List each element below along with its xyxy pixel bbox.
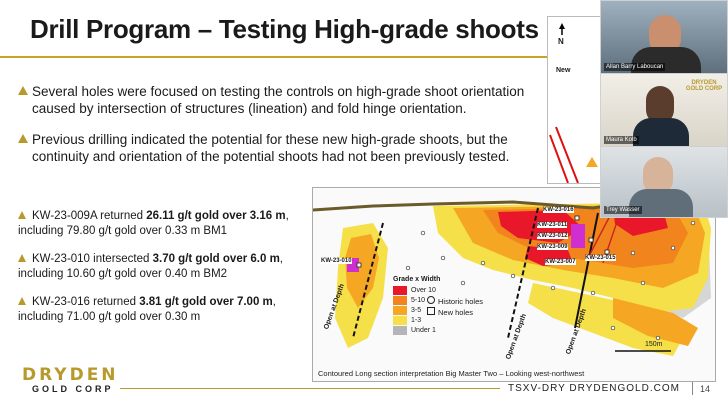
legend-label: Under 1 — [411, 326, 436, 334]
hole-label: KW-23-011 — [537, 222, 568, 228]
north-arrow-head-icon — [559, 23, 565, 29]
inset-north-label: N — [558, 37, 564, 46]
bullet-triangle-icon — [18, 134, 28, 143]
legend-swatch — [393, 325, 407, 335]
inset-map-graphic — [549, 23, 598, 184]
result-3-pre: KW-23-016 returned — [32, 296, 140, 308]
legend-swatch — [393, 295, 407, 305]
new-holes-legend: New holes — [427, 307, 483, 318]
bullet-triangle-icon — [18, 297, 26, 305]
legend-title: Grade x Width — [393, 276, 441, 283]
footer-ticker-url: TSXV-DRY DRYDENGOLD.COM — [508, 383, 680, 394]
page-number: 14 — [700, 384, 711, 394]
result-3-post: , — [272, 296, 276, 308]
video-tile-2[interactable]: DRYDEN GOLD CORP Maura Kolb — [600, 73, 728, 148]
hole-label: KW-23-007 — [545, 259, 576, 265]
participant-avatar — [643, 157, 673, 195]
participant-name: Trey Wasser — [604, 206, 642, 214]
company-logo: DRYDEN GOLD CORP — [22, 365, 119, 394]
new-hole-markers — [356, 215, 610, 268]
long-section-map: Grade x Width Over 10 5-10 3-5 1-3 Under… — [312, 187, 716, 382]
legend-label: Over 10 — [411, 286, 436, 294]
inset-trend-line — [555, 126, 579, 184]
inset-marker-icon — [586, 157, 598, 167]
bullet-2: Previous drilling indicated the potentia… — [18, 131, 548, 165]
participant-logo: DRYDEN GOLD CORP — [685, 80, 723, 92]
result-2-post: , — [279, 253, 283, 265]
historic-hole-markers — [400, 220, 696, 341]
result-2-bold: 3.70 g/t gold over 6.0 m — [152, 253, 280, 265]
result-1-line2: including 79.80 g/t gold over 0.33 m BM1 — [18, 225, 228, 237]
circle-icon — [427, 296, 435, 304]
legend-item: 5-10 — [393, 295, 513, 305]
legend-swatch — [393, 315, 407, 325]
depth-arrow-right — [574, 212, 599, 329]
legend-item: 3-5 — [393, 305, 513, 315]
result-2-line2: including 10.60 g/t gold over 0.40 m BM2 — [18, 268, 228, 280]
long-section-graphic — [312, 198, 714, 356]
legend-label: 1-3 — [411, 316, 422, 324]
historic-holes-label: Historic holes — [438, 297, 484, 306]
legend-item: Over 10 — [393, 285, 513, 295]
zone-3-5-left — [345, 234, 379, 308]
inset-new-label: New — [556, 67, 571, 74]
symbol-legend: Historic holes New holes — [427, 296, 483, 318]
hole-label: KW-23-015 — [585, 255, 616, 261]
drill-trace — [587, 209, 614, 259]
participant-name: Maura Kolb — [604, 136, 639, 144]
hole-label: KW-23-009 — [537, 244, 568, 250]
map-caption: Contoured Long section interpretation Bi… — [318, 369, 585, 378]
video-tile-3[interactable]: Trey Wasser — [600, 146, 728, 218]
bullet-triangle-icon — [18, 254, 26, 262]
result-1: KW-23-009A returned 26.11 g/t gold over … — [18, 209, 318, 224]
zone-magenta-right — [571, 224, 585, 248]
legend-swatch — [393, 285, 407, 295]
hole-label: KW-23-016 — [543, 207, 574, 213]
page-separator — [692, 382, 693, 395]
bullet-1: Several holes were focused on testing th… — [18, 83, 548, 117]
legend-swatch — [393, 305, 407, 315]
bullet-triangle-icon — [18, 211, 26, 219]
square-icon — [427, 307, 435, 315]
historic-holes-legend: Historic holes — [427, 296, 483, 307]
result-1-bold: 26.11 g/t gold over 3.16 m — [146, 210, 286, 222]
result-3-line2: including 71.00 g/t gold over 0.30 m — [18, 311, 201, 323]
inset-trend-line — [549, 134, 569, 184]
bullet-2-text: Previous drilling indicated the potentia… — [32, 132, 510, 164]
result-2: KW-23-010 intersected 3.70 g/t gold over… — [18, 252, 318, 267]
depth-arrow-mid — [507, 207, 539, 339]
slide-title: Drill Program – Testing High-grade shoot… — [30, 14, 539, 44]
result-1-post: , — [285, 210, 289, 222]
zone-1-3-lower — [528, 283, 683, 356]
participant-avatar — [646, 86, 674, 124]
participant-body — [633, 118, 689, 147]
bullet-1-text: Several holes were focused on testing th… — [32, 84, 525, 116]
result-1-pre: KW-23-009A returned — [32, 210, 147, 222]
result-3-bold: 3.81 g/t gold over 7.00 m — [139, 296, 273, 308]
legend-item: 1-3 — [393, 315, 513, 325]
new-holes-label: New holes — [438, 308, 474, 317]
result-3: KW-23-016 returned 3.81 g/t gold over 7.… — [18, 295, 318, 310]
legend-label: 5-10 — [411, 296, 426, 304]
scale-label: 150m — [645, 341, 663, 348]
inset-map: N New — [547, 16, 605, 184]
legend-label: 3-5 — [411, 306, 422, 314]
legend-item: Under 1 — [393, 325, 513, 335]
logo-wordmark: DRYDEN — [22, 365, 119, 385]
hole-label: KW-23-012 — [537, 233, 568, 239]
depth-arrow-left — [352, 222, 384, 339]
video-tile-1[interactable]: Allan Barry Laboucan — [600, 0, 728, 75]
participant-name: Allan Barry Laboucan — [604, 63, 666, 71]
zone-3-5-lower — [613, 298, 698, 346]
grade-legend: Grade x Width Over 10 5-10 3-5 1-3 Under… — [393, 276, 513, 335]
title-divider — [0, 56, 548, 58]
result-2-pre: KW-23-010 intersected — [32, 253, 153, 265]
logo-subtitle: GOLD CORP — [32, 384, 114, 394]
footer-divider — [120, 388, 500, 389]
hole-label: KW-23-010 — [321, 258, 352, 264]
bullet-triangle-icon — [18, 86, 28, 95]
